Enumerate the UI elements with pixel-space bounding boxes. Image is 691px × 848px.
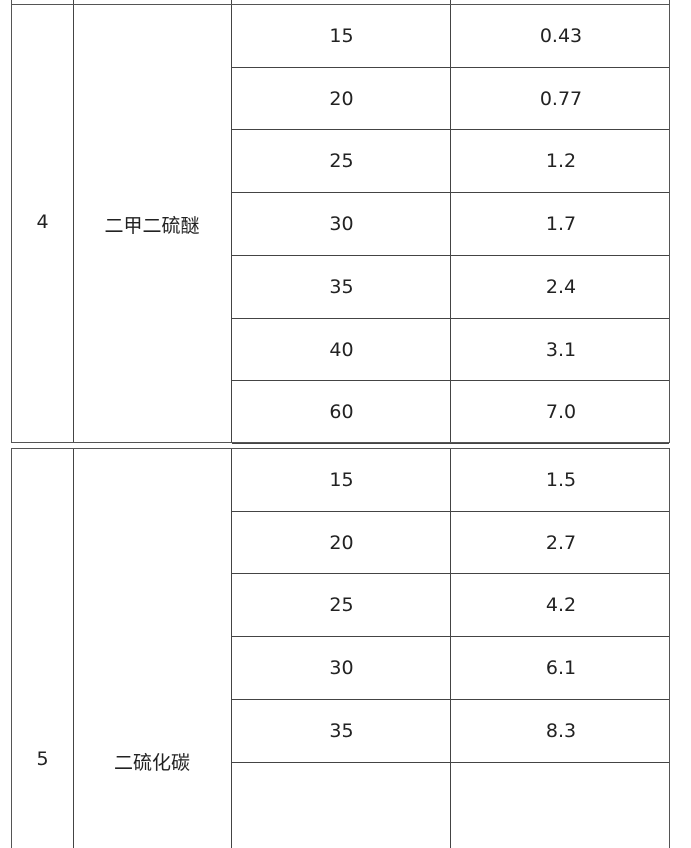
value-cell: 3.1: [545, 338, 577, 361]
value-cell: 1.5: [545, 469, 577, 491]
row-divider: [232, 66, 669, 68]
value-cell: 1.2: [545, 150, 577, 173]
value-cell: 7.0: [545, 401, 577, 424]
compound-name: 二甲二硫醚: [104, 215, 200, 237]
table-group-4: 4 二甲二硫醚 15 0.43 20 0.77 25 1.2 30 1.7 35 2.4 40 3.1…: [11, 4, 670, 444]
row-divider: [232, 380, 669, 382]
value-cell: 8.3: [545, 719, 577, 742]
temperature-cell: 15: [329, 25, 354, 47]
temperature-cell: 35: [329, 275, 354, 298]
temperature-cell: 40: [329, 338, 354, 361]
value-cell: 0.77: [539, 87, 583, 110]
temperature-cell: 30: [329, 213, 354, 236]
value-cell: 1.7: [545, 213, 577, 236]
row-divider: [232, 698, 669, 700]
value-cell: 2.7: [545, 531, 577, 554]
temperature-cell: 25: [329, 594, 354, 617]
temperature-cell: 30: [329, 657, 354, 680]
value-cell: 0.43: [539, 25, 583, 47]
row-divider: [232, 636, 669, 638]
value-cell: 6.1: [545, 657, 577, 680]
row-index: 5: [36, 748, 49, 770]
temperature-cell: 20: [329, 531, 354, 554]
temperature-cell: 25: [329, 150, 354, 173]
row-divider: [232, 573, 669, 575]
row-divider: [232, 442, 669, 444]
value-cell: 2.4: [545, 275, 577, 298]
table-group-5: 5 二硫化碳 15 1.5 20 2.7 25 4.2 30 6.1 35 8.3: [11, 448, 670, 848]
value-cell: 4.2: [545, 594, 577, 617]
row-divider: [232, 254, 669, 256]
row-index: 4: [36, 211, 49, 233]
row-divider: [232, 129, 669, 131]
temperature-cell: 60: [329, 401, 354, 424]
temperature-cell: 35: [329, 719, 354, 742]
temperature-cell: 20: [329, 87, 354, 110]
row-divider: [232, 317, 669, 319]
temperature-cell: 15: [329, 469, 354, 491]
row-divider: [232, 192, 669, 194]
row-divider: [232, 510, 669, 512]
